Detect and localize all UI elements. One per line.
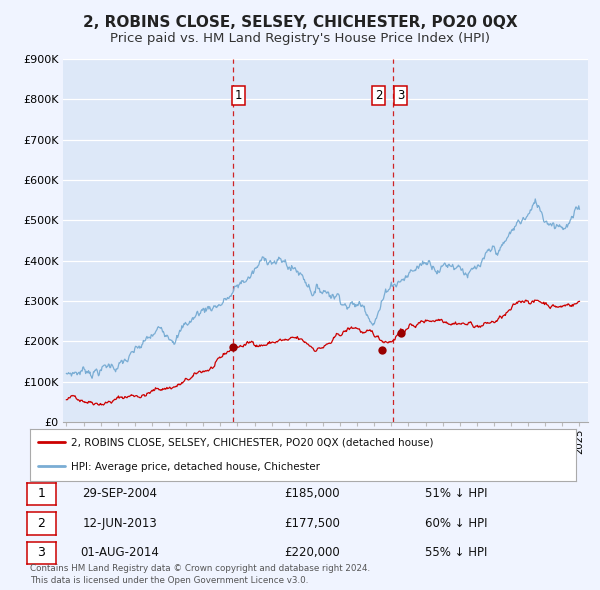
Text: 3: 3 [397, 88, 404, 102]
Text: Price paid vs. HM Land Registry's House Price Index (HPI): Price paid vs. HM Land Registry's House … [110, 32, 490, 45]
Text: 3: 3 [37, 546, 46, 559]
Text: 2: 2 [37, 517, 46, 530]
Text: £220,000: £220,000 [284, 546, 340, 559]
Text: 12-JUN-2013: 12-JUN-2013 [83, 517, 157, 530]
Text: £177,500: £177,500 [284, 517, 340, 530]
Text: 55% ↓ HPI: 55% ↓ HPI [425, 546, 487, 559]
Text: Contains HM Land Registry data © Crown copyright and database right 2024.
This d: Contains HM Land Registry data © Crown c… [30, 565, 370, 585]
Text: 51% ↓ HPI: 51% ↓ HPI [425, 487, 487, 500]
Text: 01-AUG-2014: 01-AUG-2014 [80, 546, 160, 559]
Text: 60% ↓ HPI: 60% ↓ HPI [425, 517, 487, 530]
Text: HPI: Average price, detached house, Chichester: HPI: Average price, detached house, Chic… [71, 462, 320, 472]
Text: 29-SEP-2004: 29-SEP-2004 [83, 487, 157, 500]
Text: 2, ROBINS CLOSE, SELSEY, CHICHESTER, PO20 0QX (detached house): 2, ROBINS CLOSE, SELSEY, CHICHESTER, PO2… [71, 437, 433, 447]
Text: 1: 1 [235, 88, 242, 102]
Text: 2, ROBINS CLOSE, SELSEY, CHICHESTER, PO20 0QX: 2, ROBINS CLOSE, SELSEY, CHICHESTER, PO2… [83, 15, 517, 30]
Text: £185,000: £185,000 [284, 487, 340, 500]
Text: 1: 1 [37, 487, 46, 500]
Text: 2: 2 [375, 88, 382, 102]
